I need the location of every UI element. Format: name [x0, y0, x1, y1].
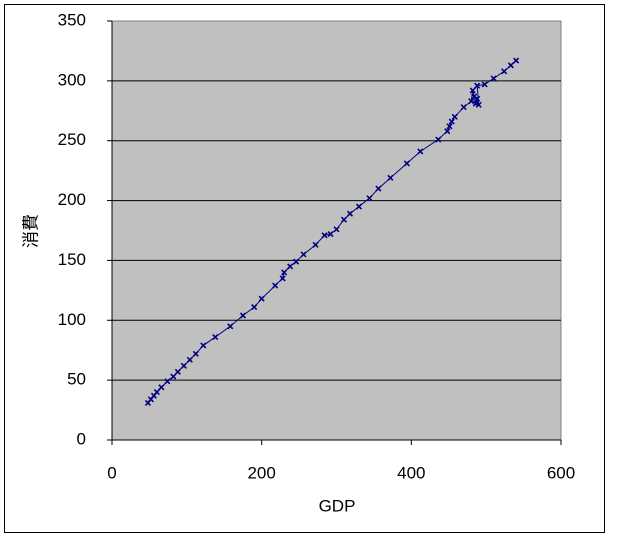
- data-point: [444, 128, 451, 135]
- data-point: [513, 57, 520, 64]
- x-axis-label: GDP: [319, 496, 356, 515]
- data-point: [481, 81, 488, 88]
- y-tick-label: 300: [58, 70, 86, 89]
- y-tick-label: 100: [58, 310, 86, 329]
- data-point: [327, 231, 334, 238]
- data-point: [174, 368, 181, 375]
- data-point: [272, 282, 279, 289]
- data-point: [164, 378, 171, 385]
- y-tick-label: 350: [58, 10, 86, 29]
- x-tick-label: 0: [107, 463, 116, 482]
- y-tick-label: 250: [58, 130, 86, 149]
- data-point: [469, 87, 476, 94]
- y-tick-label: 50: [67, 370, 86, 389]
- data-point: [212, 333, 219, 341]
- data-point: [451, 113, 458, 120]
- data-point: [355, 203, 363, 210]
- x-tick-label: 400: [397, 463, 425, 482]
- y-axis-label: 消費: [21, 214, 40, 248]
- data-point: [403, 160, 410, 167]
- data-point: [312, 241, 319, 248]
- data-point: [375, 185, 382, 192]
- data-point: [321, 232, 328, 239]
- data-point: [186, 356, 193, 363]
- data-point: [501, 68, 508, 75]
- data-point: [475, 101, 482, 108]
- data-point: [180, 362, 187, 369]
- data-point: [446, 123, 453, 130]
- data-point: [417, 148, 424, 155]
- data-point: [287, 263, 294, 270]
- data-point: [281, 269, 288, 276]
- x-tick-label: 200: [247, 463, 275, 482]
- data-point: [468, 98, 475, 105]
- data-point: [200, 342, 207, 349]
- data-point: [340, 216, 348, 223]
- data-point: [387, 174, 394, 181]
- y-tick-label: 200: [58, 190, 86, 209]
- data-point: [474, 82, 481, 89]
- data-point: [333, 226, 340, 233]
- y-tick-label: 0: [77, 429, 86, 448]
- data-point: [293, 258, 300, 265]
- data-point: [474, 95, 481, 102]
- data-point: [153, 389, 160, 396]
- data-point: [258, 295, 265, 302]
- x-tick-label: 600: [547, 463, 575, 482]
- data-point: [227, 323, 234, 330]
- y-tick-label: 150: [58, 250, 86, 269]
- data-point: [490, 75, 497, 82]
- data-point: [170, 373, 177, 380]
- data-point: [435, 136, 442, 143]
- data-point: [346, 210, 354, 217]
- data-point: [507, 62, 514, 69]
- plot-area: [111, 20, 562, 441]
- data-point: [192, 350, 199, 357]
- data-point: [300, 251, 307, 258]
- data-point: [366, 195, 373, 202]
- data-point: [448, 118, 455, 125]
- data-point: [251, 304, 258, 311]
- data-point: [279, 275, 286, 282]
- data-point: [158, 384, 165, 391]
- data-point: [239, 312, 247, 319]
- data-point: [460, 104, 467, 111]
